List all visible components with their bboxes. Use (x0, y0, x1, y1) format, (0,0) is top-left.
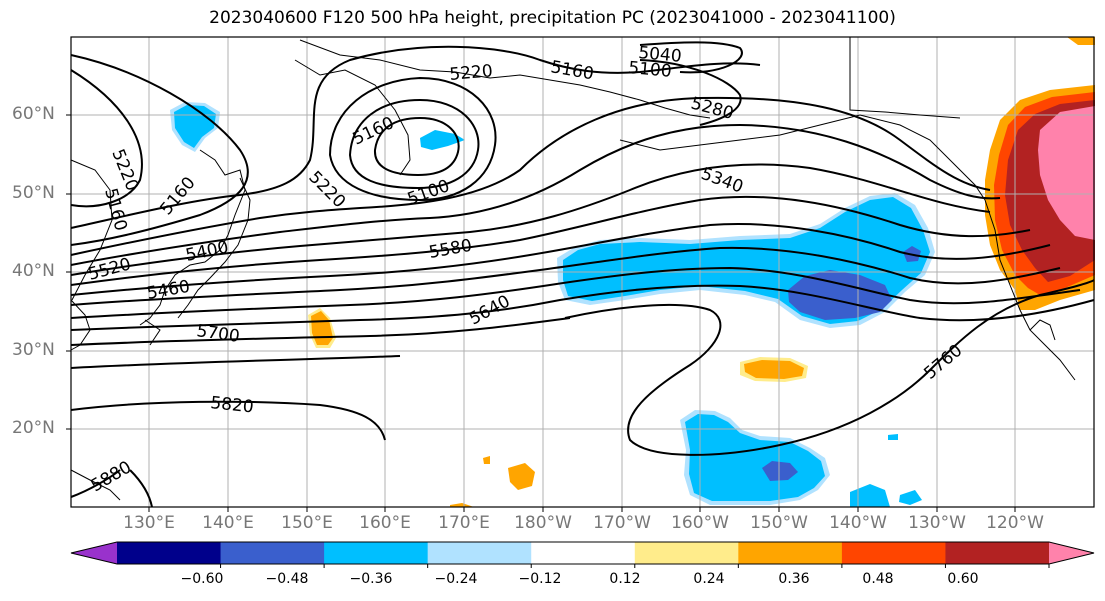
precip-positive-region (483, 456, 490, 464)
lon-label: 140°W (829, 513, 887, 533)
colorbar-tick-label: 0.48 (862, 571, 894, 587)
contour-label: 5220 (304, 167, 349, 212)
coastlines (70, 37, 1076, 501)
contour-label: 5220 (449, 61, 494, 85)
precip-positive-region (1038, 106, 1095, 240)
precip-strong-negative (762, 461, 798, 481)
precip-positive-region (744, 360, 804, 379)
lat-label: 30°N (12, 340, 55, 360)
contour-label: 5100 (628, 58, 673, 82)
lon-label: 150°E (281, 513, 333, 533)
precip-positive-region (450, 503, 474, 507)
lat-label: 60°N (12, 104, 55, 124)
precip-negative-region (685, 414, 825, 501)
precip-negative-region (420, 130, 465, 150)
lon-label: 130°E (123, 513, 175, 533)
contour-label: 5580 (427, 236, 473, 263)
colorbar-tick-label: −0.48 (265, 571, 309, 587)
colorbar-tick-label: 0.24 (693, 571, 725, 587)
contour-label: 5100 (405, 176, 452, 210)
contour-label: 5460 (145, 277, 191, 304)
map-ticks (66, 114, 1016, 512)
contour-label: 5160 (100, 186, 131, 233)
contour-label: 5340 (698, 164, 745, 198)
lat-label: 50°N (12, 183, 55, 203)
lon-label: 130°W (908, 513, 966, 533)
contour-label: 5820 (209, 393, 254, 417)
contour-label: 5160 (157, 173, 200, 219)
lon-label: 170°W (593, 513, 651, 533)
precip-negative-region (888, 434, 898, 440)
colorbar-tick-label: −0.12 (518, 571, 562, 587)
contour-label: 5040 (638, 43, 683, 67)
contour-label: 5880 (88, 457, 135, 496)
contour-label: 5160 (350, 113, 398, 149)
contour-label: 5160 (549, 57, 595, 84)
precip-negative-region (850, 484, 890, 507)
contour-label: 5400 (184, 237, 230, 266)
lon-label: 170°E (438, 513, 490, 533)
map-title: 2023040600 F120 500 hPa height, precipit… (209, 8, 896, 28)
colorbar-tick-label: −0.24 (434, 571, 478, 587)
colorbar-tick-label: 0.36 (778, 571, 810, 587)
map-gridlines (71, 37, 1094, 507)
lon-label: 140°E (202, 513, 254, 533)
lon-label: 160°E (359, 513, 411, 533)
colorbar-tick-label: −0.60 (180, 571, 224, 587)
lon-label: 160°W (671, 513, 729, 533)
precip-negative-region (899, 490, 922, 505)
height-contours (70, 41, 1095, 508)
lat-label: 20°N (12, 418, 55, 438)
precip-fills (170, 37, 1095, 507)
lon-label: 120°W (986, 513, 1044, 533)
lat-label: 40°N (12, 261, 55, 281)
precip-positive-region (508, 463, 535, 490)
contour-label: 5220 (107, 146, 142, 194)
contour-label: 5760 (920, 341, 966, 384)
lon-label: 180°W (514, 513, 572, 533)
lon-label: 150°W (750, 513, 808, 533)
colorbar-tick-label: 0.12 (609, 571, 641, 587)
precip-positive-region (1067, 37, 1095, 45)
colorbar-tick-label: −0.36 (349, 571, 393, 587)
contour-label: 5640 (466, 291, 514, 329)
colorbar-tick-label: 0.60 (947, 571, 979, 587)
